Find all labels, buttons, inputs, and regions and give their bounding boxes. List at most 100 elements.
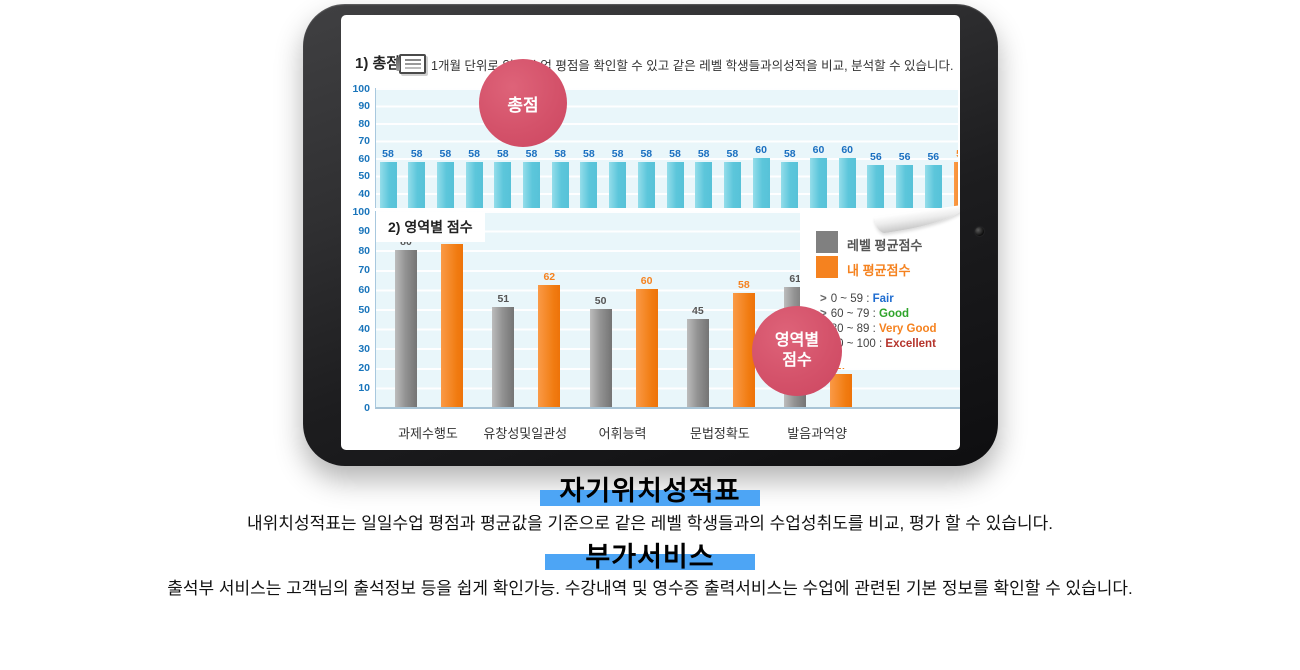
y-tick-label: 80 bbox=[358, 244, 370, 257]
legend-swatch-my-average bbox=[816, 256, 838, 278]
range-bullet-icon: > bbox=[820, 293, 827, 305]
y-tick-label: 50 bbox=[358, 303, 370, 316]
daily-score-bar bbox=[838, 158, 856, 208]
tablet-camera-icon bbox=[975, 227, 984, 236]
y-tick-label: 60 bbox=[358, 283, 370, 296]
daily-score-bar bbox=[379, 161, 397, 208]
bar-value-label: 58 bbox=[726, 147, 739, 160]
y-tick-label: 70 bbox=[358, 264, 370, 277]
legend-label-level-average: 레벨 평균점수 bbox=[847, 238, 923, 253]
bar-value-label: 58 bbox=[439, 147, 452, 160]
bar-value-label: 51 bbox=[497, 293, 510, 306]
range-word: Excellent bbox=[885, 338, 936, 350]
daily-score-bar bbox=[723, 161, 741, 208]
bar-value-label: 45 bbox=[692, 304, 704, 317]
chart2-legend: 레벨 평균점수 내 평균점수 >0 ~ 59 : Fair >60 ~ 79 :… bbox=[800, 208, 960, 368]
y-tick-label: 100 bbox=[352, 205, 370, 218]
category-label: 발음과억양 bbox=[787, 426, 848, 441]
score-range-excellent: >90 ~ 100 : Excellent bbox=[820, 338, 958, 350]
daily-score-bar bbox=[494, 161, 512, 208]
score-range-good: >60 ~ 79 : Good bbox=[820, 308, 958, 320]
bar-value-label: 58 bbox=[611, 147, 624, 160]
score-range-very-good: >80 ~ 89 : Very Good bbox=[820, 323, 958, 335]
my-average-bar bbox=[830, 373, 853, 407]
bar-value-label: 58 bbox=[738, 279, 750, 292]
bar-value-label: 58 bbox=[525, 147, 538, 160]
y-tick-label: 10 bbox=[358, 381, 370, 394]
range-values: 80 ~ 89 bbox=[830, 323, 870, 335]
chart-section-1-label: 1) 총점 bbox=[355, 55, 401, 72]
legend-label-my-average: 내 평균점수 bbox=[847, 263, 911, 278]
y-tick-label: 70 bbox=[358, 135, 370, 147]
my-average-bar bbox=[441, 244, 463, 407]
bar-value-label: 56 bbox=[927, 151, 940, 163]
bar-value-label: 58 bbox=[468, 147, 480, 160]
daily-score-bar bbox=[752, 158, 770, 208]
daily-score-bar bbox=[867, 165, 885, 208]
range-values: 0 ~ 59 bbox=[830, 293, 864, 305]
bar-value-label: 56 bbox=[870, 151, 882, 163]
y-tick-label: 80 bbox=[358, 117, 370, 130]
range-word: Fair bbox=[872, 293, 894, 305]
bar-value-label: 62 bbox=[543, 271, 556, 284]
daily-score-bar bbox=[695, 161, 713, 208]
bar-value-label: 58 bbox=[583, 147, 595, 160]
bar-value-label: 60 bbox=[812, 144, 825, 156]
y-tick-label: 0 bbox=[364, 401, 370, 414]
y-tick-label: 50 bbox=[358, 170, 370, 182]
footer-title-2: 부가서비스 bbox=[0, 535, 1300, 574]
title-wrap: 자기위치성적표 bbox=[539, 469, 760, 508]
footer-description-2: 출석부 서비스는 고객님의 출석정보 등을 쉽게 확인가능. 수강내역 및 영수… bbox=[167, 579, 1133, 598]
y-tick-label: 60 bbox=[358, 152, 370, 165]
badge-text-line2: 점수 bbox=[782, 352, 812, 369]
y-tick-label: 100 bbox=[352, 82, 370, 95]
my-average-bar bbox=[732, 293, 755, 407]
daily-score-bar bbox=[465, 161, 483, 208]
tablet-device-frame: 1) 총점 1개월 단위로 일일 수업 평점을 확인할 수 있고 같은 레벨 학… bbox=[303, 4, 998, 466]
daily-score-bar bbox=[580, 161, 598, 208]
chart-section-2-label: 2) 영역별 점수 bbox=[376, 212, 485, 242]
range-values: 60 ~ 79 bbox=[830, 308, 870, 320]
level-average-bar bbox=[589, 309, 612, 407]
bar-value-label: 58 bbox=[949, 148, 958, 160]
my-average-bar bbox=[635, 289, 658, 407]
bar-value-label: 58 bbox=[410, 147, 423, 160]
footer-description-1: 내위치성적표는 일일수업 평점과 평균값을 기준으로 같은 레벨 학생들과의 수… bbox=[247, 514, 1053, 533]
category-label: 문법정확도 bbox=[689, 426, 750, 441]
range-word: Good bbox=[879, 308, 910, 320]
area-score-badge: 영역별 점수 bbox=[752, 306, 842, 396]
score-range-fair: >0 ~ 59 : Fair bbox=[820, 293, 894, 305]
bar-value-label: 80 bbox=[400, 236, 412, 249]
total-score-bar-chart: 58 58 58 58 58 58 58 58 58 58 58 58 58 60 58 60 60 56 56 56… bbox=[375, 88, 958, 208]
daily-score-bar bbox=[609, 161, 627, 208]
footer-title-1: 자기위치성적표 bbox=[0, 469, 1300, 508]
range-values: 90 ~ 100 bbox=[830, 338, 876, 350]
bar-value-label: 58 bbox=[640, 147, 653, 160]
daily-score-bar bbox=[408, 161, 426, 208]
y-tick-label: 40 bbox=[358, 323, 370, 336]
title-wrap: 부가서비스 bbox=[544, 535, 755, 574]
y-tick-label: 20 bbox=[358, 362, 370, 375]
bar-value-label: 58 bbox=[697, 147, 710, 160]
daily-score-bar bbox=[523, 161, 540, 208]
bar-value-label: 60 bbox=[755, 144, 767, 156]
title-text: 자기위치성적표 bbox=[559, 476, 741, 506]
my-average-bar bbox=[538, 285, 561, 407]
badge-text: 총점 bbox=[507, 95, 539, 115]
daily-score-bar bbox=[810, 158, 827, 208]
level-average-bar bbox=[395, 250, 417, 407]
notebook-icon bbox=[396, 54, 426, 74]
bar-value-label: 58 bbox=[496, 147, 509, 160]
legend-swatch-level-average bbox=[816, 231, 838, 253]
level-average-bar bbox=[686, 318, 709, 407]
total-score-badge: 총점 bbox=[479, 59, 567, 147]
y-tick-label: 30 bbox=[358, 342, 370, 355]
daily-score-bar bbox=[666, 161, 684, 208]
bar-value-label: 58 bbox=[669, 147, 681, 160]
daily-score-bar bbox=[781, 161, 799, 208]
bar-value-label: 56 bbox=[898, 151, 911, 163]
badge-text-line1: 영역별 bbox=[774, 332, 820, 349]
category-label: 과제수행도 bbox=[398, 426, 458, 441]
daily-score-bar bbox=[896, 165, 914, 208]
bar-value-label: 58 bbox=[382, 147, 394, 160]
